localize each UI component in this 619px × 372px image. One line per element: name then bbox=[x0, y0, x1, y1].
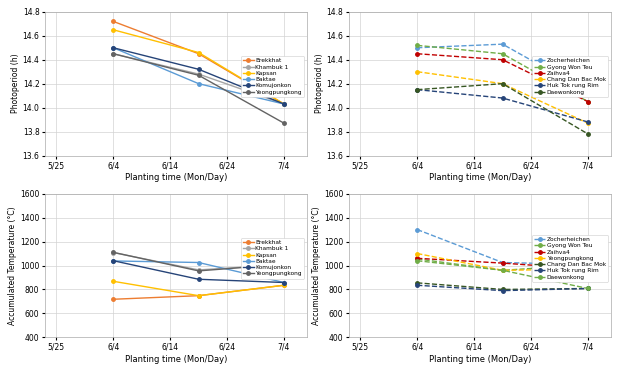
Legend: Brekkhat, Khambuk 1, Kapsan, Baktae, Komujonkon, Yeongpungkong: Brekkhat, Khambuk 1, Kapsan, Baktae, Kom… bbox=[241, 56, 304, 97]
X-axis label: Planting time (Mon/Day): Planting time (Mon/Day) bbox=[124, 173, 227, 182]
Y-axis label: Photoperiod (h): Photoperiod (h) bbox=[315, 54, 324, 113]
X-axis label: Planting time (Mon/Day): Planting time (Mon/Day) bbox=[428, 173, 531, 182]
Legend: Zocherheichen, Gyong Won Teu, Zaihva4, Yeongpungkong, Chang Dan Bac Mok, Huk Tok: Zocherheichen, Gyong Won Teu, Zaihva4, Y… bbox=[532, 235, 608, 282]
Y-axis label: Accumulated Temperature (°C): Accumulated Temperature (°C) bbox=[8, 206, 17, 325]
X-axis label: Planting time (Mon/Day): Planting time (Mon/Day) bbox=[124, 355, 227, 364]
Y-axis label: Accumulated Temperature (°C): Accumulated Temperature (°C) bbox=[312, 206, 321, 325]
X-axis label: Planting time (Mon/Day): Planting time (Mon/Day) bbox=[428, 355, 531, 364]
Y-axis label: Photoperiod (h): Photoperiod (h) bbox=[11, 54, 20, 113]
Legend: Zocherheichen, Gyong Won Teu, Zaihva4, Chang Dan Bac Mok, Huk Tok rung Rim, Daew: Zocherheichen, Gyong Won Teu, Zaihva4, C… bbox=[532, 56, 608, 97]
Legend: Brekkhat, Khambuk 1, Kapsan, Baktae, Komujonkon, Yeongpungkong: Brekkhat, Khambuk 1, Kapsan, Baktae, Kom… bbox=[241, 238, 304, 279]
